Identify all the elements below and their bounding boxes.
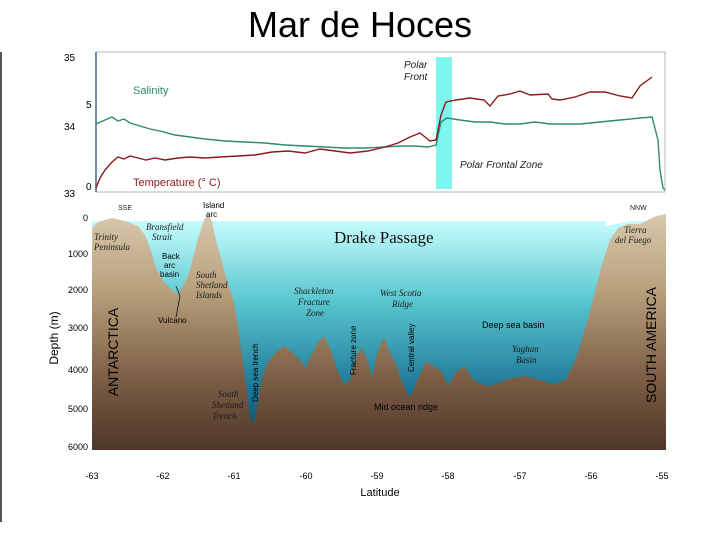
island-arc-label-line2: arc (206, 210, 217, 219)
west-scotia-label-line2: Ridge (391, 299, 413, 309)
latitude-tick-57: -57 (513, 471, 526, 481)
latitude-tick-61: -61 (227, 471, 240, 481)
trinity-label-line2: Peninsula (93, 242, 130, 252)
polar-frontal-zone-label: Polar Frontal Zone (460, 160, 543, 171)
salinity-line (95, 116, 666, 191)
salinity-tick-34: 34 (64, 122, 76, 133)
deep-sea-trench-label: Deep sea trench (251, 343, 260, 402)
yaghan-label-line2: Basin (516, 355, 537, 365)
depth-tick-0: 0 (83, 213, 88, 223)
drake-passage-cross-section: SSE NNW Island arc Drake Passage Depth (… (47, 198, 669, 499)
central-valley-label: Central valley (407, 324, 416, 372)
latitude-tick-60: -60 (299, 471, 312, 481)
back-arc-label-line3: basin (160, 270, 179, 279)
latitude-tick-59: -59 (370, 471, 383, 481)
polar-front-label-line1: Polar (404, 60, 428, 71)
shackleton-label-line3: Zone (306, 308, 324, 318)
latitude-tick-63: -63 (85, 471, 98, 481)
trinity-label-line1: Trinity (94, 232, 118, 242)
south-shetland-islands-line3: Islands (195, 290, 223, 300)
shackleton-label-line2: Fracture (297, 297, 330, 307)
south-shetland-islands-line1: South (196, 270, 217, 280)
bransfield-label-line1: Bransfield (146, 222, 184, 232)
deep-sea-basin-label: Deep sea basin (482, 320, 545, 330)
salinity-tick-33: 33 (64, 189, 76, 200)
depth-tick-1000: 1000 (68, 249, 88, 259)
antarctica-label: ANTARCTICA (105, 307, 121, 396)
latitude-axis-label: Latitude (360, 487, 399, 499)
depth-tick-5000: 5000 (68, 404, 88, 414)
depth-tick-6000: 6000 (68, 442, 88, 452)
south-shetland-islands-line2: Shetland (196, 280, 228, 290)
depth-tick-2000: 2000 (68, 285, 88, 295)
sea-floor (92, 205, 666, 450)
shackleton-label-line1: Shackleton (294, 286, 334, 296)
temperature-label: Temperature (° C) (133, 177, 221, 189)
latitude-tick-56: -56 (584, 471, 597, 481)
bransfield-label-line2: Strait (152, 232, 173, 242)
west-scotia-label-line1: West Scotia (380, 288, 422, 298)
panel-frame (95, 51, 666, 193)
fracture-zone-label: Fracture zone (349, 325, 358, 375)
slide-left-rule (0, 52, 2, 522)
depth-tick-4000: 4000 (68, 365, 88, 375)
direction-nnw: NNW (630, 205, 647, 212)
south-america-label: SOUTH AMERICA (643, 286, 659, 403)
surface-white-right (606, 198, 666, 226)
tierra-label-line2: del Fuego (615, 235, 652, 245)
yaghan-label-line1: Yaghan (512, 344, 539, 354)
depth-axis-label: Depth (m) (47, 311, 61, 364)
mid-ocean-ridge-label: Mid ocean ridge (374, 402, 438, 412)
back-arc-label-line1: Back (162, 252, 181, 261)
vulcano-label: Vulcano (158, 316, 187, 325)
depth-tick-3000: 3000 (68, 323, 88, 333)
polar-front-band (436, 57, 452, 189)
salinity-tick-35: 35 (64, 53, 76, 64)
island-arc-label-line1: Island (203, 201, 224, 210)
latitude-tick-62: -62 (156, 471, 169, 481)
temperature-salinity-panel: 35 34 33 5 0 Salinity Temperature (° C) … (64, 51, 666, 200)
south-shetland-trench-line1: South (218, 389, 239, 399)
latitude-tick-58: -58 (441, 471, 454, 481)
salinity-label: Salinity (133, 85, 169, 97)
temperature-tick-5: 5 (86, 100, 92, 111)
latitude-tick-55: -55 (655, 471, 668, 481)
south-shetland-trench-line2: Shetland (212, 400, 244, 410)
south-shetland-trench-line3: Trench (212, 411, 237, 421)
tierra-label-line1: Tierra (624, 225, 647, 235)
vulcano-pointer (175, 295, 181, 318)
temperature-line (95, 76, 653, 189)
temperature-tick-0: 0 (86, 182, 92, 193)
drake-passage-title: Drake Passage (334, 228, 434, 247)
back-arc-label-line2: arc (164, 261, 175, 270)
slide-title: Mar de Hoces (247, 4, 473, 45)
polar-front-label-line2: Front (404, 72, 429, 83)
direction-sse: SSE (118, 205, 132, 212)
back-arc-pointer (175, 285, 181, 297)
